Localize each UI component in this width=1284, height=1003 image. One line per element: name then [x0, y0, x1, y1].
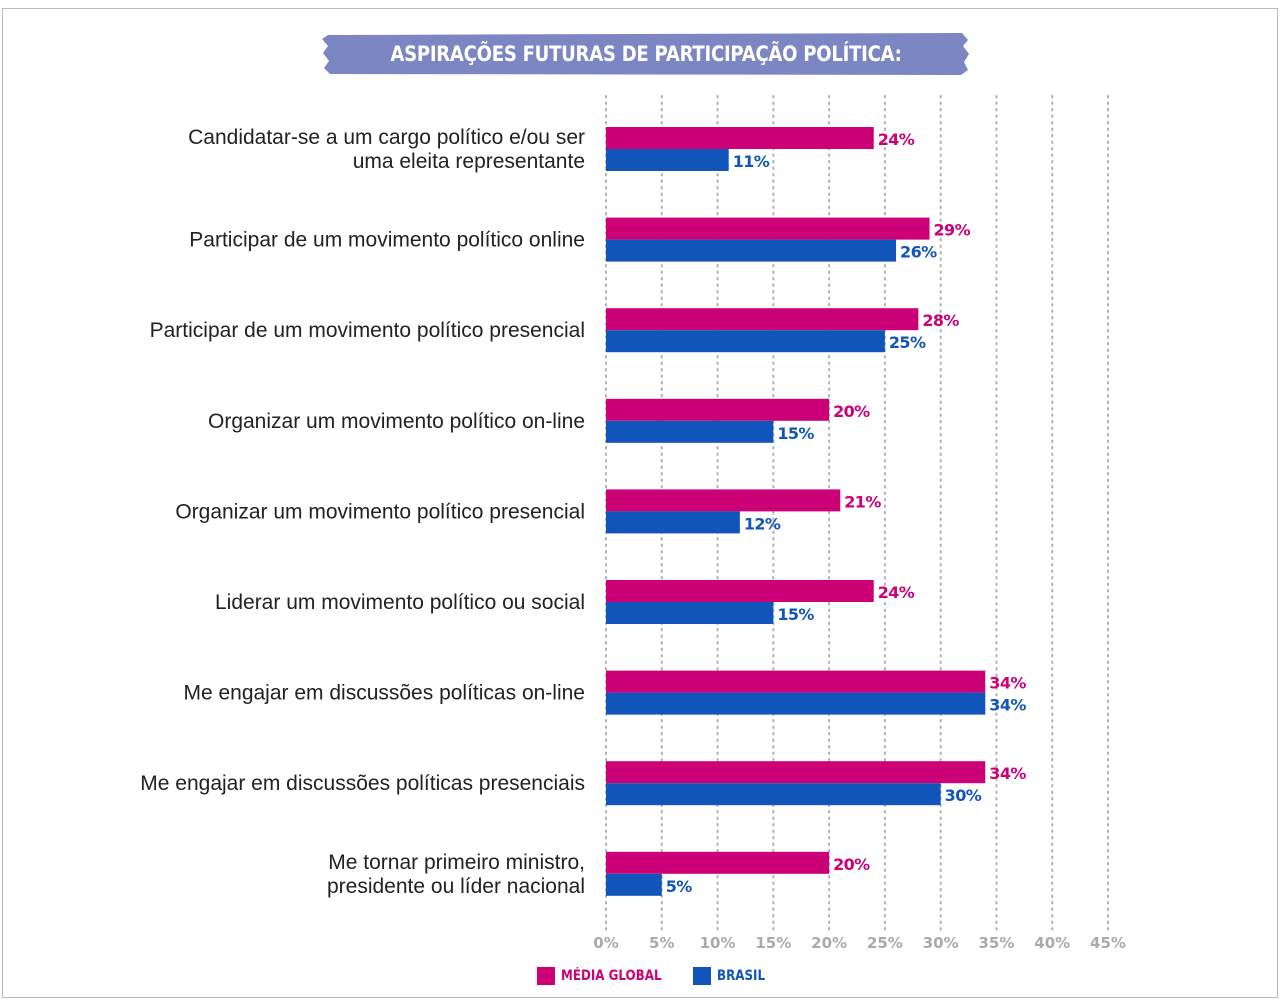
category-label: Participar de um movimento político pres… — [150, 319, 585, 342]
bar-brasil — [606, 149, 729, 171]
category-label: Liderar um movimento político ou social — [215, 591, 585, 614]
data-label-brasil: 11% — [733, 152, 770, 171]
data-label-global: 20% — [833, 855, 870, 874]
bar-brasil — [606, 602, 774, 624]
bar-brasil — [606, 239, 897, 262]
category-label: Organizar um movimento político presenci… — [175, 500, 585, 523]
bar-global — [606, 761, 986, 784]
bar-brasil — [606, 330, 885, 353]
data-label-brasil: 12% — [744, 514, 781, 533]
data-label-global: 34% — [989, 764, 1026, 783]
chart-title: ASPIRAÇÕES FUTURAS DE PARTICIPAÇÃO POLÍT… — [390, 42, 902, 110]
data-label-brasil: 25% — [889, 333, 926, 352]
legend-label-brasil: BRASIL — [717, 968, 766, 984]
legend-swatch-global — [537, 967, 555, 985]
category-label: Candidatar-se a um cargo político e/ou s… — [188, 126, 585, 149]
labels-layer: 0% 5% 10% 15% 20% 25% 30% 35% 40% 45% Candidatar-s… — [140, 126, 1126, 952]
x-tick-label: 5% — [649, 934, 674, 952]
category-label: uma eleita representante — [353, 150, 585, 173]
bar-brasil — [606, 783, 941, 806]
x-tick-label: 40% — [1034, 934, 1070, 952]
x-tick-label: 0% — [593, 934, 618, 952]
category-label: Organizar um movimento político on-line — [208, 410, 585, 433]
category-label: Me engajar em discussões políticas on-li… — [183, 682, 585, 705]
bar-brasil — [606, 692, 986, 715]
category-label: Me engajar em discussões políticas prese… — [140, 772, 585, 795]
x-tick-label: 30% — [923, 934, 959, 952]
bar-brasil — [606, 873, 662, 896]
bar-brasil — [606, 420, 774, 443]
x-tick-label: 10% — [700, 934, 736, 952]
chart-title-banner: ASPIRAÇÕES FUTURAS DE PARTICIPAÇÃO POLÍT… — [322, 32, 970, 110]
data-label-global: 34% — [989, 674, 1026, 693]
x-tick-label: 15% — [755, 934, 791, 952]
legend-item-brasil: BRASIL — [693, 966, 774, 986]
x-tick-label: 45% — [1090, 934, 1126, 952]
bar-global — [606, 670, 986, 693]
data-label-global: 24% — [878, 130, 915, 149]
bar-global — [606, 127, 874, 149]
category-label: Participar de um movimento político onli… — [189, 229, 585, 252]
banner-brush-shape — [322, 33, 969, 75]
chart-frame — [2, 8, 1278, 998]
x-tick-label: 35% — [978, 934, 1014, 952]
legend-item-global: MÉDIA GLOBAL — [537, 966, 679, 986]
data-label-global: 21% — [844, 492, 881, 511]
bar-global — [606, 489, 841, 512]
data-label-brasil: 5% — [666, 877, 693, 896]
legend-label-global: MÉDIA GLOBAL — [561, 968, 662, 984]
legend-swatch-brasil — [693, 967, 711, 985]
bar-global — [606, 398, 830, 421]
bar-global — [606, 580, 874, 602]
data-label-brasil: 26% — [900, 243, 937, 262]
bars-layer — [606, 127, 986, 896]
data-label-brasil: 15% — [777, 424, 814, 443]
bar-global — [606, 308, 919, 331]
data-label-global: 28% — [922, 311, 959, 330]
data-label-brasil: 30% — [945, 786, 982, 805]
x-tick-label: 25% — [867, 934, 903, 952]
bar-global — [606, 217, 930, 240]
category-label: presidente ou líder nacional — [327, 875, 585, 898]
x-tick-label: 20% — [811, 934, 847, 952]
bar-global — [606, 851, 830, 874]
data-label-brasil: 34% — [989, 696, 1026, 715]
data-label-global: 20% — [833, 402, 870, 421]
data-label-global: 24% — [878, 583, 915, 602]
category-label: Me tornar primeiro ministro, — [328, 851, 585, 874]
data-label-global: 29% — [934, 221, 971, 240]
data-label-brasil: 15% — [777, 605, 814, 624]
bar-brasil — [606, 511, 740, 534]
